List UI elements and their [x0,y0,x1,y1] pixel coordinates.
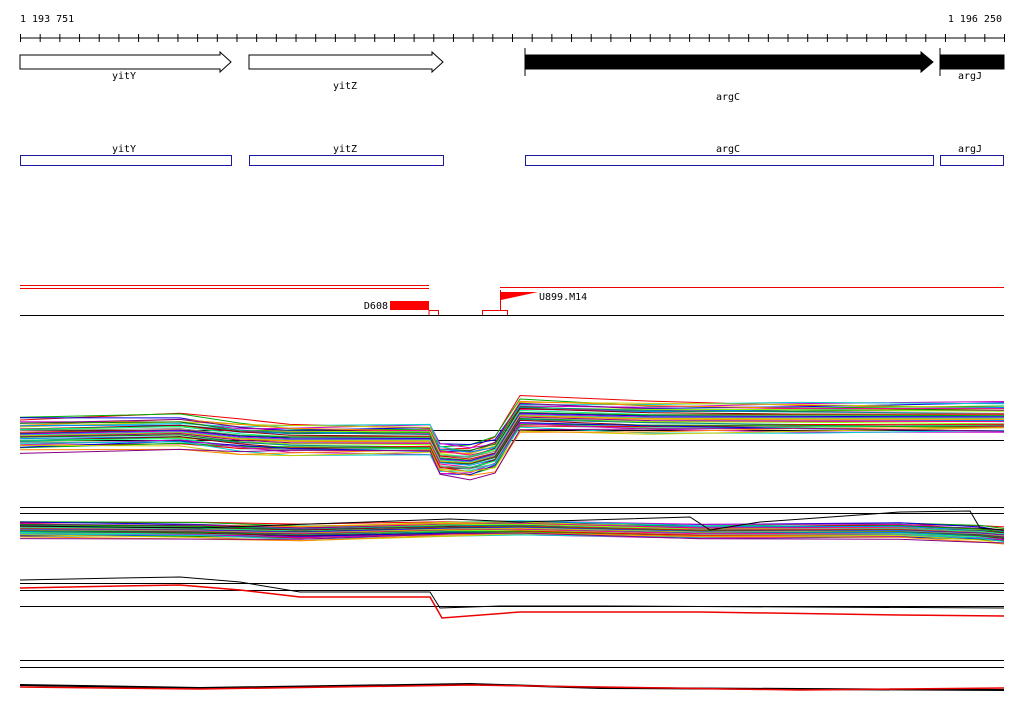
profile [19,413,1005,462]
profile [19,422,1005,476]
feature-block [390,301,429,310]
profile [19,427,1005,473]
profile [19,576,1005,609]
gene-label: yitZ [333,81,357,92]
gene-label: argJ [958,71,982,82]
annotation-label: yitZ [333,144,357,155]
annotation-box [940,155,1004,166]
gene-arrow [19,50,232,74]
profile [19,532,1005,544]
profile [19,533,1005,543]
profile [19,510,1005,531]
profile [19,414,1004,463]
ruler-start: 1 193 751 [20,14,74,25]
profile [19,584,1005,619]
flag [501,292,538,300]
gene-track [19,48,1005,76]
ruler-ticks [20,34,1005,42]
annotation-box [20,155,232,166]
feature-outline [428,310,439,315]
annotation-box [525,155,934,166]
feature-label: D608 [364,301,388,312]
annotation-label: yitY [112,144,136,155]
gene-arrow [939,54,1005,70]
profile [19,533,1005,544]
profile [19,401,1005,449]
profile [19,418,1005,470]
gene-label: argC [716,92,740,103]
feature-track [20,285,1004,316]
annotation-label: argC [716,144,740,155]
annotation-label: argJ [958,144,982,155]
feature-outline [482,310,508,315]
gene-arrow [524,50,934,74]
profile [19,427,1005,477]
profile [19,684,1005,691]
gene-label: yitY [112,71,136,82]
profile [19,427,1005,481]
profile [19,401,1005,453]
annotation-box [249,155,444,166]
feature-label: U899.M14 [539,292,587,303]
profile [19,426,1005,472]
gene-arrow [248,50,444,74]
ruler-end: 1 196 250 [948,14,1002,25]
annotation-track [20,155,1004,166]
expression-tracks [19,394,1005,691]
